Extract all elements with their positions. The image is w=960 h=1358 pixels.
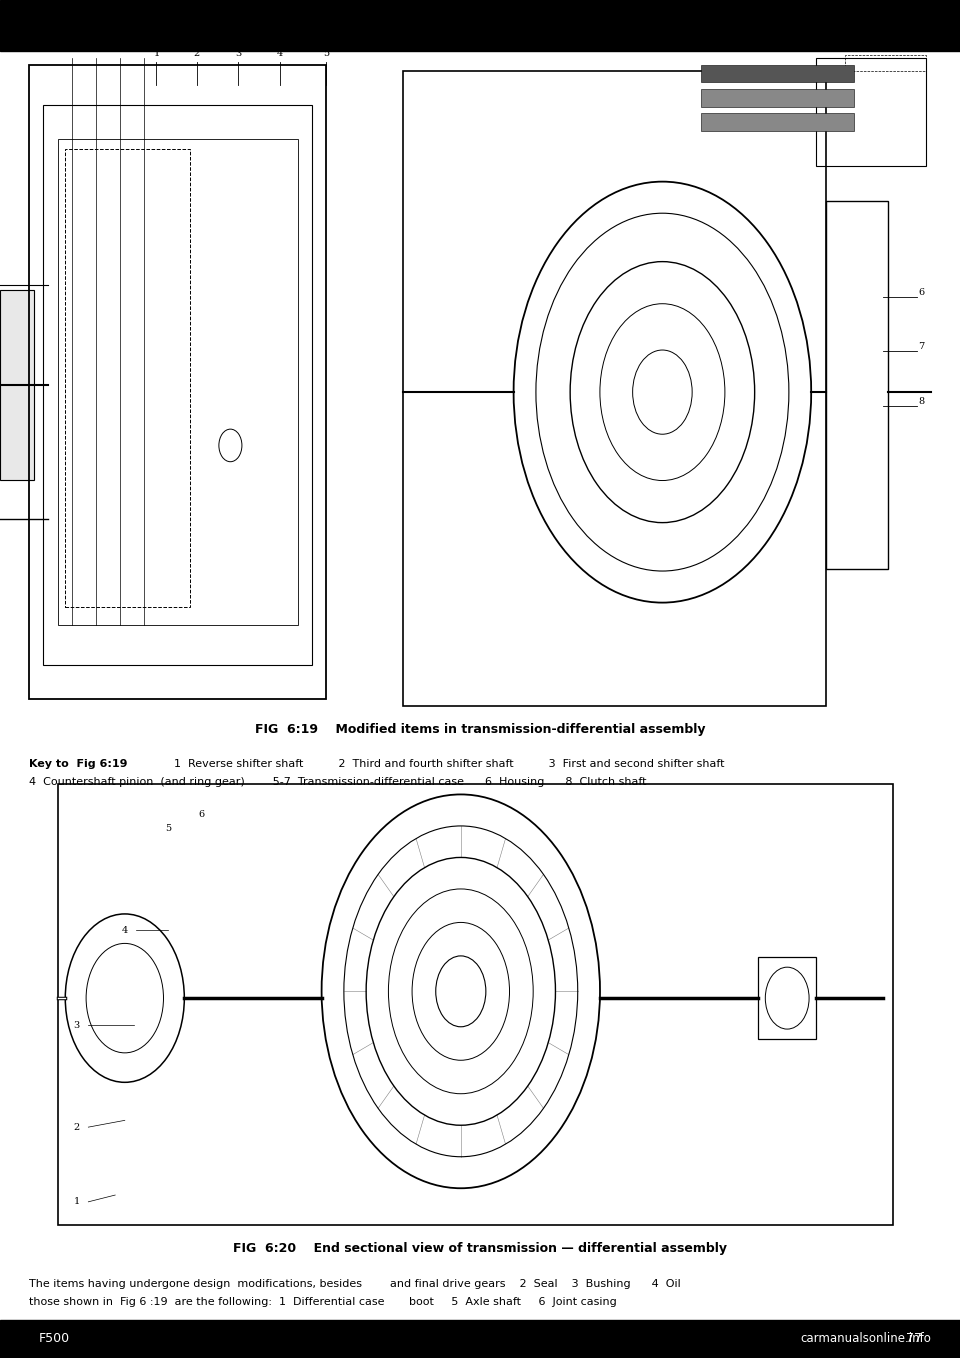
Bar: [58, 139, 298, 625]
Bar: [0, 0, 960, 50]
Text: 2: 2: [74, 1123, 80, 1131]
Text: FIG  6:20    End sectional view of transmission — differential assembly: FIG 6:20 End sectional view of transmiss…: [233, 1241, 727, 1255]
Bar: [758, 957, 816, 1039]
Text: Key to  Fig 6:19: Key to Fig 6:19: [29, 759, 128, 769]
Polygon shape: [0, 291, 34, 481]
Text: 5: 5: [324, 49, 329, 57]
Text: 5: 5: [165, 824, 171, 832]
Text: 1  Reverse shifter shaft          2  Third and fourth shifter shaft          3  : 1 Reverse shifter shaft 2 Third and four…: [139, 759, 725, 769]
Bar: [58, 784, 893, 1225]
Text: The items having undergone design  modifications, besides        and final drive: The items having undergone design modifi…: [29, 1279, 681, 1289]
Text: 6: 6: [199, 811, 204, 819]
Text: 3: 3: [74, 1021, 80, 1029]
Bar: [701, 90, 854, 107]
Text: 6: 6: [919, 288, 924, 297]
Text: carmanualsonline.info: carmanualsonline.info: [801, 1332, 931, 1346]
Text: 1: 1: [154, 49, 159, 57]
Bar: [826, 201, 888, 569]
Text: 4  Countershaft pinion  (and ring gear)        5-7  Transmission-differential ca: 4 Countershaft pinion (and ring gear) 5-…: [29, 777, 646, 786]
Text: 77: 77: [905, 1332, 922, 1346]
Text: FIG  6:19    Modified items in transmission-differential assembly: FIG 6:19 Modified items in transmission-…: [254, 722, 706, 736]
Bar: [65, 149, 190, 607]
Bar: [701, 114, 854, 132]
Bar: [816, 58, 926, 167]
Bar: [0, 1320, 960, 1358]
Text: F500: F500: [38, 1332, 69, 1346]
Bar: [403, 72, 826, 706]
Text: 7: 7: [919, 342, 924, 352]
Text: 1: 1: [74, 1198, 80, 1206]
Text: 8: 8: [919, 397, 924, 406]
Bar: [701, 65, 854, 83]
Bar: [29, 65, 326, 699]
Text: 4: 4: [122, 926, 128, 934]
Text: 4: 4: [277, 49, 283, 57]
Text: those shown in  Fig 6 :19  are the following:  1  Differential case       boot  : those shown in Fig 6 :19 are the followi…: [29, 1297, 616, 1306]
Text: 2: 2: [194, 49, 200, 57]
Bar: [0, 291, 34, 481]
Bar: [845, 54, 926, 72]
Text: 3: 3: [235, 49, 241, 57]
Bar: [43, 105, 312, 665]
